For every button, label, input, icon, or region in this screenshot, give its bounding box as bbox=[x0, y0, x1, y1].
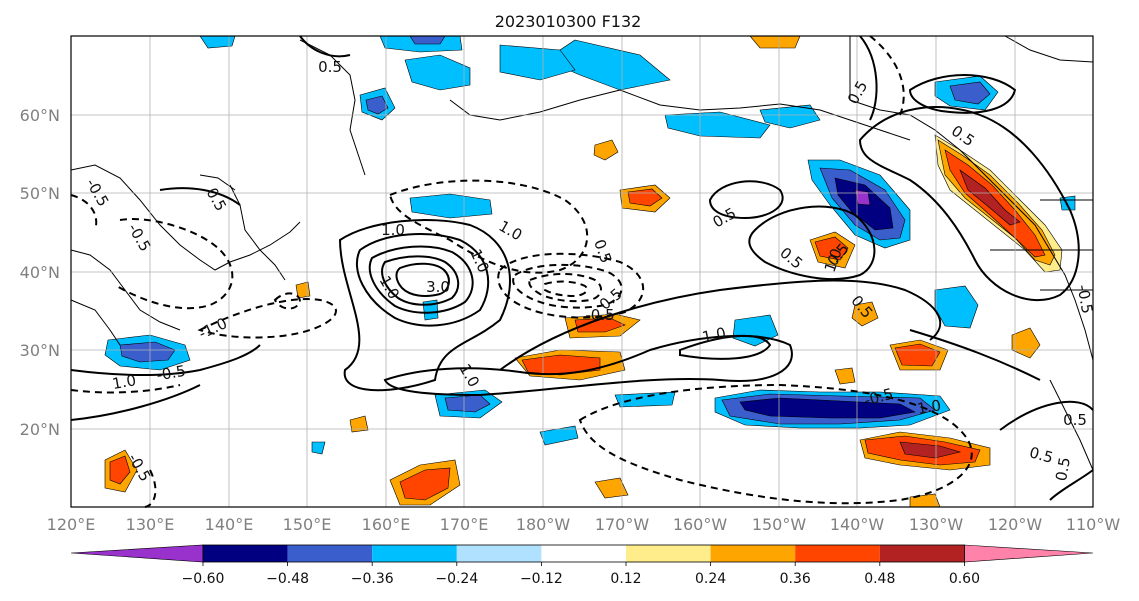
colorbar-tick-label: −0.12 bbox=[520, 571, 563, 587]
colorbar-frame bbox=[202, 544, 965, 563]
negative-region-west bbox=[104, 334, 191, 371]
positive-region-south bbox=[104, 449, 461, 506]
lon-label: 150°W bbox=[752, 515, 807, 534]
lon-label: 160°E bbox=[362, 515, 411, 534]
colorbar-cell bbox=[626, 545, 711, 562]
negative-contours bbox=[70, 35, 973, 508]
lon-label: 130°E bbox=[126, 515, 175, 534]
colorbar-tick-label: −0.48 bbox=[266, 571, 309, 587]
colorbar-cell bbox=[710, 545, 796, 562]
lon-label: 170°E bbox=[440, 515, 489, 534]
map-panel: 0.5 0.5 0.5 0.5 0.5 -0.5 -0.5 0.5 1.0 0.… bbox=[70, 35, 1097, 508]
lon-label: 120°W bbox=[988, 515, 1043, 534]
negative-region-northeast bbox=[807, 159, 911, 249]
lon-label: 160°W bbox=[673, 515, 728, 534]
colorbar-tick-label: 0.12 bbox=[610, 571, 641, 587]
colorbar-cells bbox=[70, 544, 1094, 563]
lon-label: 140°W bbox=[830, 515, 885, 534]
latitude-labels: 60°N 50°N 40°N 30°N 20°N bbox=[20, 106, 60, 439]
lon-label: 170°W bbox=[595, 515, 650, 534]
lat-label: 30°N bbox=[20, 341, 60, 360]
lon-label: 140°E bbox=[205, 515, 254, 534]
colorbar-ticks bbox=[202, 562, 965, 566]
colorbar-tick-labels: −0.60 −0.48 −0.36 −0.24 −0.12 0.12 0.24 … bbox=[182, 571, 980, 587]
lon-label: 120°E bbox=[47, 515, 96, 534]
lat-label: 50°N bbox=[20, 184, 60, 203]
map-title: 2023010300 F132 bbox=[495, 12, 642, 31]
positive-region-central-pacific bbox=[514, 313, 641, 381]
colorbar-cell bbox=[456, 545, 542, 562]
lon-label: 130°W bbox=[909, 515, 964, 534]
colorbar: −0.60 −0.48 −0.36 −0.24 −0.12 0.12 0.24 … bbox=[70, 544, 1094, 587]
coastlines bbox=[70, 35, 1094, 471]
contour-label: 0.5 bbox=[1063, 411, 1087, 429]
colorbar-cell bbox=[541, 545, 626, 562]
colorbar-tick-label: 0.48 bbox=[864, 571, 895, 587]
contour-label: 3.0 bbox=[426, 278, 450, 296]
lat-label: 60°N bbox=[20, 106, 60, 125]
contour-label: 1.0 bbox=[700, 324, 727, 347]
colorbar-tick-label: 0.60 bbox=[949, 571, 980, 587]
positive-region-small bbox=[295, 35, 1041, 508]
contour-label: 0.5 bbox=[318, 58, 342, 76]
lon-label: 150°E bbox=[283, 515, 332, 534]
contour-label: 0.5 bbox=[1027, 443, 1055, 467]
negative-region-north bbox=[199, 35, 999, 139]
colorbar-cell bbox=[879, 545, 965, 562]
colorbar-tick-label: −0.60 bbox=[182, 571, 225, 587]
lat-label: 20°N bbox=[20, 420, 60, 439]
positive-contours bbox=[70, 35, 1094, 501]
positive-region-west-coast bbox=[934, 134, 1063, 273]
contour-label: 1.0 bbox=[111, 371, 138, 393]
positive-region-subtropical-east bbox=[859, 431, 991, 471]
lat-label: 40°N bbox=[20, 263, 60, 282]
contour-lines bbox=[70, 35, 1094, 508]
map-frame bbox=[70, 35, 1094, 508]
contour-label: 1.0 bbox=[381, 221, 405, 239]
contour-label: 0.5 bbox=[1052, 456, 1074, 483]
contour-label: -0.5 bbox=[585, 306, 614, 324]
negative-region-small bbox=[311, 193, 1076, 455]
negative-region-subtropical-east bbox=[714, 389, 951, 429]
colorbar-cell bbox=[372, 545, 457, 562]
colorbar-tick-label: 0.36 bbox=[780, 571, 811, 587]
colorbar-cell bbox=[287, 545, 373, 562]
contour-label: -0.5 bbox=[1074, 283, 1097, 315]
contour-label: -0.5 bbox=[155, 362, 187, 385]
colorbar-cell bbox=[203, 545, 288, 562]
colorbar-tick-label: −0.36 bbox=[351, 571, 394, 587]
lon-label: 180°W bbox=[516, 515, 571, 534]
colorbar-tick-label: −0.24 bbox=[435, 571, 478, 587]
longitude-labels: 120°E 130°E 140°E 150°E 160°E 170°E 180°… bbox=[47, 515, 1121, 534]
contour-label: 1.0 bbox=[916, 396, 943, 418]
colorbar-cell bbox=[795, 545, 880, 562]
colorbar-tick-label: 0.24 bbox=[695, 571, 726, 587]
colorbar-cell-max bbox=[964, 544, 1094, 563]
shaded-anomalies bbox=[104, 35, 1076, 508]
graticule bbox=[71, 36, 1093, 507]
colorbar-cell-min bbox=[70, 544, 204, 563]
lon-label: 110°W bbox=[1066, 515, 1121, 534]
